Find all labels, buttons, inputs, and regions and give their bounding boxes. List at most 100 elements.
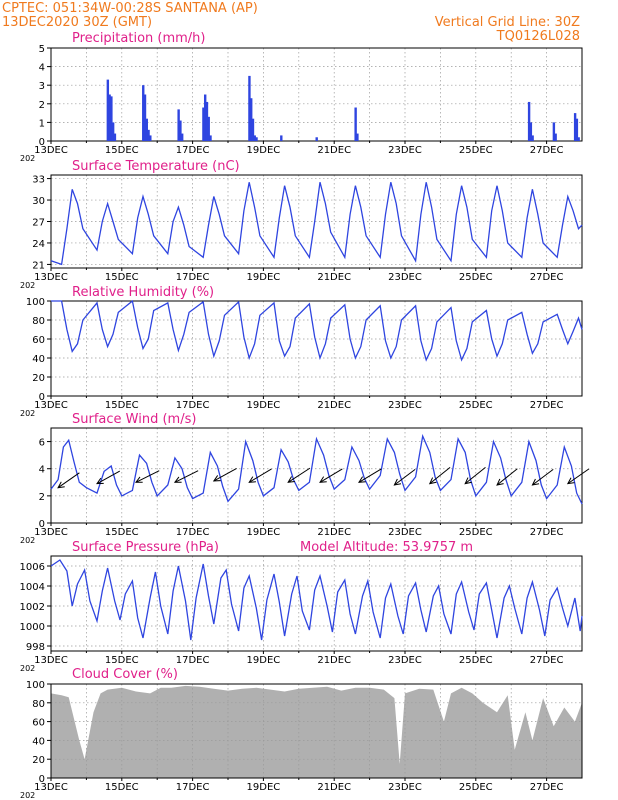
wind-ytick-label: 0	[39, 519, 45, 530]
pressure-xtick-label: 23DEC	[388, 655, 422, 666]
wind-direction-arrow	[248, 468, 272, 483]
precip-bar	[315, 137, 318, 141]
wind-arrow-head	[212, 475, 221, 482]
temp-ytick-label: 24	[32, 239, 45, 250]
precip-panel: 0 1 2 3 4 5 13DEC 15DEC 17DEC 19DEC 21DEC 23DEC 25DE…	[20, 44, 583, 163]
pressure-panel: 998 1000 1002 1004 1006 13DEC 15DEC 17DEC 19DEC 2…	[20, 555, 583, 673]
precip-bar	[354, 107, 357, 141]
cloud-xtick-label: 15DEC	[105, 782, 139, 793]
precip-bar	[280, 135, 283, 141]
pressure-year-label: 202	[20, 664, 35, 673]
cloud-ytick-label: 60	[32, 718, 45, 729]
wind-xtick-label: 19DEC	[247, 527, 281, 538]
wind-xtick-label: 15DEC	[105, 527, 139, 538]
wind-panel: 0 2 4 6 13DEC 15DEC 17DEC 19DEC 21DEC 23DEC 25DEC 2…	[20, 427, 590, 545]
rh-ytick-label: 40	[32, 354, 45, 365]
wind-arrow-head	[173, 476, 182, 483]
wind-arrow-head	[358, 476, 366, 483]
temp-xtick-label: 17DEC	[176, 272, 210, 283]
rh-xtick-label: 23DEC	[388, 400, 422, 411]
precip-xtick-label: 27DEC	[530, 145, 564, 156]
pressure-ytick-label: 998	[26, 642, 45, 653]
wind-direction-arrow	[57, 472, 80, 489]
cloud-ytick-label: 20	[32, 755, 45, 766]
pressure-ytick-label: 1000	[20, 622, 45, 633]
pressure-xtick-label: 21DEC	[317, 655, 351, 666]
cloud-area	[51, 685, 582, 778]
wind-frame	[50, 427, 583, 524]
wind-arrow-head	[287, 476, 295, 483]
plots-group: 0 1 2 3 4 5 13DEC 15DEC 17DEC 19DEC 21DEC 23DEC 25DE…	[20, 44, 590, 800]
wind-direction-arrow	[429, 467, 451, 485]
pressure-xtick-label: 13DEC	[34, 655, 68, 666]
rh-ytick-label: 100	[26, 297, 45, 308]
wind-arrow-head	[428, 477, 437, 485]
rh-ytick-label: 0	[39, 392, 45, 403]
wind-xtick-label: 13DEC	[34, 527, 68, 538]
precip-bar	[203, 94, 207, 141]
rh-xtick-label: 27DEC	[530, 400, 564, 411]
precip-bar	[110, 96, 113, 141]
wind-arrow-head	[319, 476, 327, 483]
wind-series-line	[50, 433, 583, 505]
precip-xtick-label: 17DEC	[176, 145, 210, 156]
precip-bar	[255, 137, 258, 141]
precip-bar	[108, 94, 111, 141]
wind-xtick-label: 17DEC	[176, 527, 210, 538]
pressure-ytick-label: 1006	[20, 562, 45, 573]
precip-bar	[147, 129, 150, 141]
precip-bar	[356, 133, 359, 141]
precip-bar	[149, 135, 152, 141]
cloud-xtick-label: 19DEC	[247, 782, 281, 793]
cloud-xtick-label: 21DEC	[317, 782, 351, 793]
precip-xtick-label: 23DEC	[388, 145, 422, 156]
pressure-ytick-label: 1002	[20, 602, 45, 613]
rh-ytick-label: 80	[32, 316, 45, 327]
pressure-frame	[50, 555, 583, 652]
wind-title: Surface Wind (m/s)	[72, 412, 196, 427]
header-location: CPTEC: 051:34W-00:28S SANTANA (AP)	[2, 1, 258, 16]
wind-arrow-head	[57, 481, 65, 489]
precip-bar	[177, 109, 180, 141]
cloud-xtick-label: 13DEC	[34, 782, 68, 793]
pressure-xtick-label: 27DEC	[530, 655, 564, 666]
rh-year-label: 202	[20, 409, 35, 418]
cloud-ytick-label: 0	[39, 774, 45, 785]
wind-ytick-label: 4	[39, 465, 45, 476]
precip-bar	[205, 101, 209, 141]
rh-xtick-label: 13DEC	[34, 400, 68, 411]
precip-ytick-label: 5	[39, 44, 45, 55]
cloud-ytick-label: 40	[32, 736, 45, 747]
precip-bar	[573, 113, 577, 141]
precip-xtick-label: 19DEC	[247, 145, 281, 156]
wind-direction-arrow	[394, 468, 416, 486]
temp-ytick-label: 21	[32, 260, 45, 271]
precip-bar	[554, 133, 557, 141]
temp-xtick-label: 19DEC	[247, 272, 281, 283]
precip-bar	[179, 120, 182, 141]
wind-ytick-label: 2	[39, 492, 45, 503]
wind-direction-arrow	[532, 468, 554, 486]
cloud-year-label: 202	[20, 791, 35, 800]
wind-arrow-head	[531, 478, 540, 486]
precip-bar	[577, 137, 580, 141]
wind-direction-arrow	[96, 470, 121, 485]
wind-direction-arrow	[135, 470, 160, 483]
wind-arrow-head	[248, 476, 256, 483]
precip-bar	[145, 118, 148, 141]
temp-ytick-label: 27	[32, 218, 45, 229]
wind-direction-arrow	[287, 467, 311, 483]
precip-ytick-label: 2	[39, 100, 45, 111]
cloud-xtick-label: 17DEC	[176, 782, 210, 793]
wind-arrow-head	[393, 478, 402, 486]
temp-xtick-label: 13DEC	[34, 272, 68, 283]
precip-bar	[202, 107, 205, 141]
precip-bar	[113, 133, 117, 141]
precip-xtick-label: 15DEC	[105, 145, 139, 156]
precip-ytick-label: 1	[39, 118, 45, 129]
temp-xtick-label: 23DEC	[388, 272, 422, 283]
temp-frame	[50, 174, 583, 269]
precip-bar	[106, 79, 110, 141]
header-code: TQ0126L028	[496, 29, 580, 44]
